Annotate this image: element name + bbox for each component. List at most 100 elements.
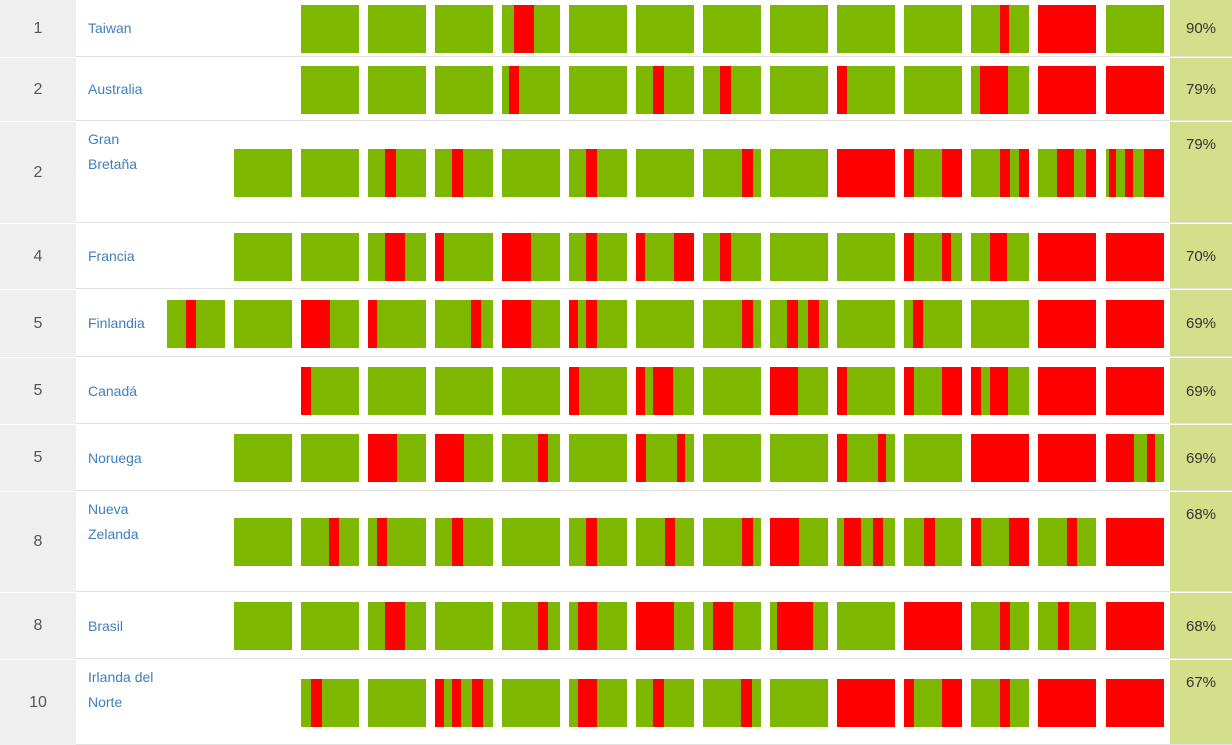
wrong-answer-mark [368, 300, 377, 348]
wrong-answer-mark [720, 233, 731, 281]
answer-cell [1038, 300, 1096, 348]
wrong-answer-mark [741, 679, 752, 727]
wrong-answer-mark [653, 679, 664, 727]
country-link[interactable]: Gran Bretaña [88, 131, 138, 172]
answer-cell [971, 434, 1029, 482]
wrong-answer-mark [713, 602, 733, 650]
rank-cell: 8 [0, 593, 76, 659]
answer-cell [1038, 5, 1096, 53]
rank-cell: 2 [0, 58, 76, 121]
wrong-answer-mark [742, 518, 753, 566]
row-divider [76, 222, 1232, 223]
country-link[interactable]: Taiwan [88, 20, 132, 36]
wrong-answer-mark [537, 602, 549, 650]
wrong-answer-mark [301, 300, 330, 348]
answer-cell [502, 66, 560, 114]
answer-cell [167, 300, 225, 348]
answer-cell [301, 66, 359, 114]
answer-cell [1106, 434, 1164, 482]
answer-cell [703, 5, 761, 53]
answer-cell [904, 233, 962, 281]
answer-cell [502, 300, 560, 348]
wrong-answer-mark [904, 679, 915, 727]
wrong-answer-mark [653, 66, 664, 114]
wrong-answer-mark [502, 233, 531, 281]
wrong-answer-mark [1038, 233, 1096, 281]
score-cell: 79% [1170, 58, 1232, 121]
wrong-answer-mark [435, 679, 444, 727]
answer-cell [770, 434, 828, 482]
rank-cell: 8 [0, 492, 76, 592]
wrong-answer-mark [569, 300, 578, 348]
country-link[interactable]: Noruega [88, 449, 142, 466]
answer-cell [703, 367, 761, 415]
wrong-answer-mark [1085, 149, 1096, 197]
country-link[interactable]: Brasil [88, 617, 124, 634]
wrong-answer-mark [328, 518, 340, 566]
answer-cell [971, 5, 1029, 53]
row-divider [76, 658, 1232, 659]
wrong-answer-mark [787, 300, 798, 348]
answer-cell [837, 233, 895, 281]
answer-cell [636, 679, 694, 727]
answer-cell [703, 66, 761, 114]
answer-cell [636, 5, 694, 53]
country-link[interactable]: Australia [88, 81, 143, 97]
score-cell: 70% [1170, 224, 1232, 289]
wrong-answer-mark [989, 233, 1007, 281]
answer-cell [971, 679, 1029, 727]
wrong-answer-mark [1058, 602, 1069, 650]
wrong-answer-mark [385, 602, 405, 650]
answer-cell [569, 679, 627, 727]
answer-cell [435, 5, 493, 53]
country-link[interactable]: Irlanda del Norte [88, 669, 154, 710]
answer-cell [837, 367, 895, 415]
wrong-answer-mark [653, 367, 673, 415]
country-link[interactable]: Francia [88, 248, 135, 264]
score-cell: 67% [1170, 660, 1232, 745]
wrong-answer-mark [1009, 518, 1029, 566]
answer-cell [301, 5, 359, 53]
wrong-answer-mark [770, 518, 799, 566]
wrong-answer-mark [1108, 149, 1116, 197]
row-divider [76, 591, 1232, 592]
rank-cell: 2 [0, 122, 76, 223]
answer-cell [1038, 367, 1096, 415]
wrong-answer-mark [385, 233, 405, 281]
answer-cell [569, 434, 627, 482]
wrong-answer-mark [636, 367, 645, 415]
answer-cell [703, 602, 761, 650]
answer-cell [234, 602, 292, 650]
answer-cell [502, 602, 560, 650]
answer-cell [837, 5, 895, 53]
wrong-answer-mark [435, 233, 444, 281]
table-row: 8 Brasil 68% [0, 593, 1232, 659]
wrong-answer-mark [979, 66, 1008, 114]
wrong-answer-mark [971, 434, 1029, 482]
score-cell: 68% [1170, 492, 1232, 592]
answer-cell [636, 300, 694, 348]
country-link[interactable]: Nueva Zelanda [88, 501, 139, 542]
wrong-answer-mark [877, 434, 887, 482]
answer-cell [904, 434, 962, 482]
answer-cell [502, 434, 560, 482]
country-link[interactable]: Finlandia [88, 315, 145, 331]
answer-cell [301, 300, 359, 348]
answer-cell [435, 518, 493, 566]
wrong-answer-mark [1000, 5, 1009, 53]
answer-cell [1038, 233, 1096, 281]
answer-cell [703, 300, 761, 348]
answer-cell [1106, 5, 1164, 53]
wrong-answer-mark [470, 300, 482, 348]
answer-cell [904, 518, 962, 566]
wrong-answer-mark [1000, 149, 1011, 197]
wrong-answer-mark [1038, 367, 1096, 415]
rank-cell: 5 [0, 290, 76, 357]
wrong-answer-mark [808, 300, 819, 348]
answer-cell [368, 602, 426, 650]
wrong-answer-mark [942, 149, 962, 197]
answer-cell [904, 602, 962, 650]
country-link[interactable]: Canadá [88, 382, 138, 399]
answer-cell [904, 367, 962, 415]
